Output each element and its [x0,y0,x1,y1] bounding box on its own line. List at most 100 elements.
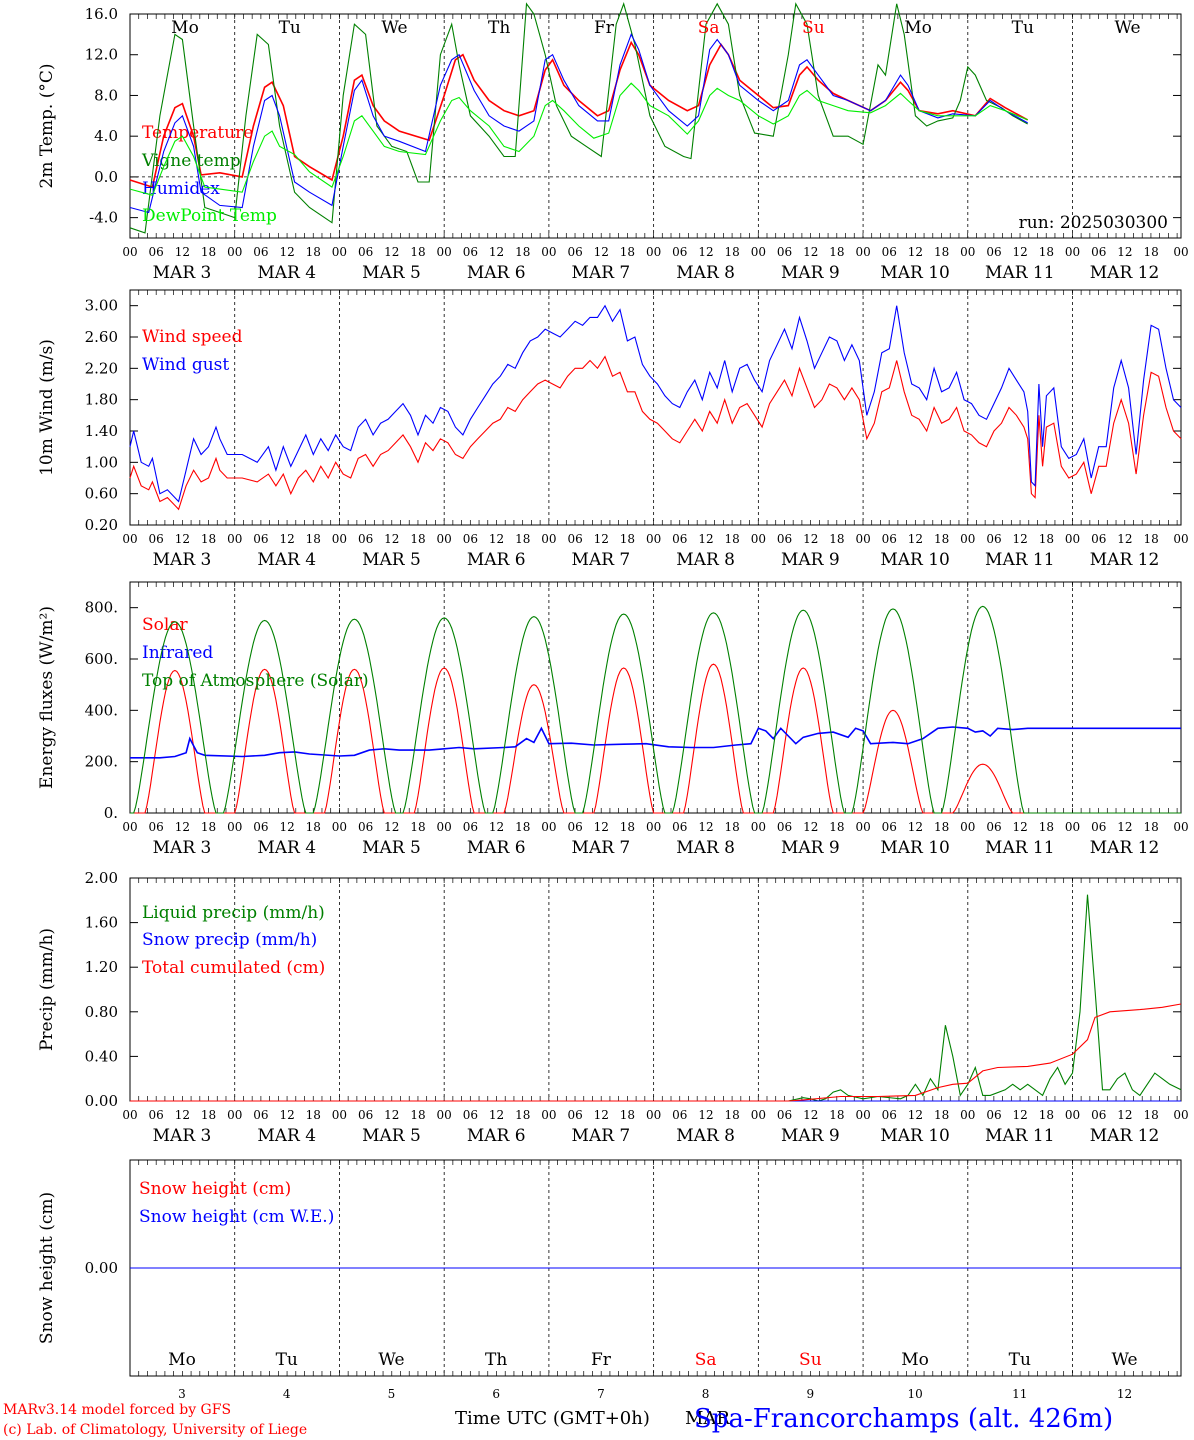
energy-hour-label: 06 [882,820,897,834]
footer-lab: (c) Lab. of Climatology, University of L… [3,1422,307,1438]
snow-day-number: 11 [1012,1387,1027,1401]
snow-day-number: 9 [807,1387,815,1401]
wind-hour-label: 12 [698,532,713,546]
temp-hour-label: 18 [1143,245,1158,259]
wind-hour-label: 06 [986,532,1001,546]
temp-day-label: Tu [1012,18,1034,38]
temp-hour-label: 12 [175,245,190,259]
precip-hour-label: 12 [1117,1108,1132,1122]
precip-legend-0: Liquid precip (mm/h) [142,903,325,923]
energy-hour-label: 12 [384,820,399,834]
energy-hour-label: 18 [515,820,530,834]
energy-hour-label: 18 [1143,820,1158,834]
energy-y-tick-label: 800. [85,599,118,617]
energy-y-tick-label: 600. [85,650,118,668]
temp-hour-label: 00 [855,245,870,259]
energy-hour-label: 12 [1013,820,1028,834]
wind-date-label: MAR 7 [572,550,631,570]
snow-legend-0: Snow height (cm) [139,1179,291,1199]
snow-day-label: Mo [901,1350,929,1370]
energy-hour-label: 06 [1091,820,1106,834]
temp-hour-label: 06 [567,245,582,259]
precip-hour-label: 18 [620,1108,635,1122]
temp-date-label: MAR 3 [153,263,212,283]
wind-hour-label: 18 [410,532,425,546]
precip-hour-label: 12 [698,1108,713,1122]
temp-day-label: Tu [279,18,301,38]
wind-date-label: MAR 4 [257,550,316,570]
precip-hour-label: 18 [1143,1108,1158,1122]
energy-date-label: MAR 6 [467,838,526,858]
precip-hour-label: 12 [803,1108,818,1122]
wind-hour-label: 12 [175,532,190,546]
temp-hour-label: 00 [646,245,661,259]
energy-y-tick-label: 400. [85,701,118,719]
temp-hour-label: 12 [594,245,609,259]
wind-hour-label: 00 [646,532,661,546]
temp-hour-label: 00 [122,245,137,259]
energy-hour-label: 00 [541,820,556,834]
energy-date-label: MAR 3 [153,838,212,858]
temp-legend-1: Vigne temp [141,151,241,171]
precip-hour-label: 00 [751,1108,766,1122]
energy-hour-label: 06 [149,820,164,834]
snow-day-label: Su [799,1350,822,1370]
precip-y-tick-label: 0.80 [85,1003,118,1021]
snow-day-label: Sa [695,1350,717,1370]
precip-hour-label: 06 [882,1108,897,1122]
snow-day-label: We [378,1350,404,1370]
energy-hour-label: 12 [279,820,294,834]
precip-y-tick-label: 0.40 [85,1047,118,1065]
precip-hour-label: 00 [437,1108,452,1122]
precip-hour-label: 00 [332,1108,347,1122]
wind-hour-label: 18 [1143,532,1158,546]
energy-hour-label: 00 [855,820,870,834]
wind-hour-label: 06 [358,532,373,546]
temp-hour-label: 06 [1091,245,1106,259]
wind-hour-label: 12 [1117,532,1132,546]
wind-hour-label: 12 [594,532,609,546]
wind-legend-0: Wind speed [142,327,243,347]
temp-date-label: MAR 8 [676,263,735,283]
precip-hour-label: 12 [489,1108,504,1122]
temp-date-label: MAR 6 [467,263,526,283]
precip-date-label: MAR 12 [1090,1126,1160,1146]
precip-hour-label: 12 [384,1108,399,1122]
wind-y-tick-label: 0.20 [85,516,118,534]
wind-hour-label: 18 [829,532,844,546]
wind-frame [129,289,1182,526]
wind-hour-label: 00 [541,532,556,546]
panel-wind: 0.20 0.60 1.00 1.40 1.80 2.20 2.60 3.00 10m Wind… [37,289,1189,570]
temp-series-vigne-temp [129,2,1028,234]
temp-date-label: MAR 10 [880,263,950,283]
precip-y-axis-label: Precip (mm/h) [37,928,57,1051]
temp-series-temperature [129,40,1029,189]
energy-hour-label: 00 [122,820,137,834]
wind-hour-label: 06 [149,532,164,546]
temp-date-label: MAR 12 [1090,263,1160,283]
precip-hour-label: 12 [279,1108,294,1122]
energy-y-tick-label: 200. [85,753,118,771]
temp-hour-label: 18 [934,245,949,259]
temp-hour-label: 18 [201,245,216,259]
temp-hour-label: 06 [777,245,792,259]
precip-hour-label: 06 [253,1108,268,1122]
wind-date-label: MAR 5 [362,550,421,570]
temp-hour-label: 06 [149,245,164,259]
temp-hour-label: 12 [1117,245,1132,259]
snow-y-axis-label: Snow height (cm) [37,1192,57,1344]
temp-legend-0: Temperature [142,123,253,143]
wind-y-tick-label: 3.00 [85,297,118,315]
energy-hour-label: 06 [463,820,478,834]
temp-date-label: MAR 11 [985,263,1055,283]
temp-date-label: MAR 7 [572,263,631,283]
temp-hour-label: 06 [882,245,897,259]
wind-hour-label: 12 [384,532,399,546]
energy-hour-label: 18 [829,820,844,834]
wind-hour-label: 06 [672,532,687,546]
precip-hour-label: 06 [1091,1108,1106,1122]
precip-series-total-cumulated-cm- [130,1003,1182,1102]
energy-date-label: MAR 4 [257,838,316,858]
station-title: Spa-Francorchamps (alt. 426m) [694,1404,1113,1434]
temp-hour-label: 18 [515,245,530,259]
